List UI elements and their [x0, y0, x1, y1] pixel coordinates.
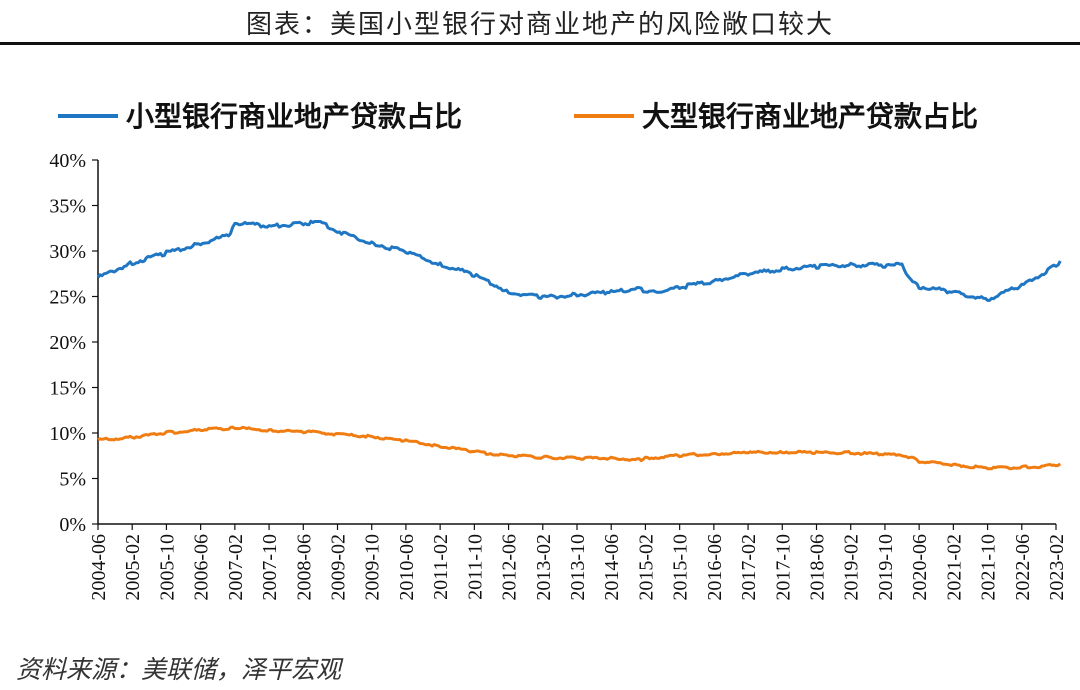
- axes: 0% 5% 10% 15% 20% 25% 30% 35% 40% 2004-06 2005-02 2…: [49, 150, 1068, 601]
- legend-label-2: 大型银行商业地产贷款占比: [642, 100, 978, 133]
- y-tick-label: 5%: [59, 469, 86, 491]
- title-divider: [0, 42, 1080, 45]
- x-tick-label: 2017-02: [738, 534, 760, 601]
- x-tick-label: 2009-02: [328, 534, 350, 601]
- x-tick-label: 2014-06: [601, 534, 623, 601]
- y-tick-label: 0%: [59, 514, 86, 536]
- x-tick-label: 2018-06: [807, 534, 829, 601]
- x-tick-label: 2009-10: [362, 534, 384, 601]
- x-tick-label: 2012-06: [499, 534, 521, 601]
- x-tick-label: 2019-10: [875, 534, 897, 601]
- x-tick-label: 2013-10: [567, 534, 589, 601]
- y-tick-label: 25%: [49, 287, 86, 309]
- series-line-2: [97, 425, 1062, 471]
- x-tick-label: 2020-06: [909, 534, 931, 601]
- x-tick-label: 2011-02: [430, 534, 452, 600]
- x-tick-label: 2021-10: [978, 534, 1000, 601]
- x-tick-label: 2007-10: [259, 534, 281, 601]
- plot-area: [96, 219, 1062, 471]
- y-tick-label: 20%: [49, 332, 86, 354]
- x-tick-label: 2004-06: [88, 534, 110, 601]
- x-tick-label: 2010-06: [396, 534, 418, 601]
- x-tick-label: 2008-06: [293, 534, 315, 601]
- x-tick-label: 2006-06: [191, 534, 213, 601]
- legend: 小型银行商业地产贷款占比 大型银行商业地产贷款占比: [58, 100, 978, 133]
- x-tick-label: 2005-02: [122, 534, 144, 601]
- series-line-1: [96, 219, 1062, 302]
- x-tick-label: 2019-02: [841, 534, 863, 601]
- x-tick-label: 2016-06: [704, 534, 726, 601]
- source-note: 资料来源：美联储，泽平宏观: [16, 655, 342, 684]
- x-tick-label: 2015-02: [635, 534, 657, 601]
- y-tick-label: 30%: [49, 241, 86, 263]
- x-tick-label: 2022-06: [1012, 534, 1034, 601]
- y-tick-label: 15%: [49, 378, 86, 400]
- x-tick-label: 2021-02: [943, 534, 965, 601]
- x-tick-label: 2015-10: [670, 534, 692, 601]
- x-tick-label: 2011-10: [464, 534, 486, 600]
- legend-label-1: 小型银行商业地产贷款占比: [126, 100, 462, 133]
- x-tick-label: 2017-10: [772, 534, 794, 601]
- x-tick-label: 2023-02: [1046, 534, 1068, 601]
- x-tick-label: 2005-10: [156, 534, 178, 601]
- y-tick-label: 10%: [49, 423, 86, 445]
- x-tick-label: 2007-02: [225, 534, 247, 601]
- y-tick-label: 35%: [49, 196, 86, 218]
- x-tick-label: 2013-02: [533, 534, 555, 601]
- chart-title: 图表：美国小型银行对商业地产的风险敞口较大: [245, 10, 834, 40]
- y-tick-label: 40%: [49, 150, 86, 172]
